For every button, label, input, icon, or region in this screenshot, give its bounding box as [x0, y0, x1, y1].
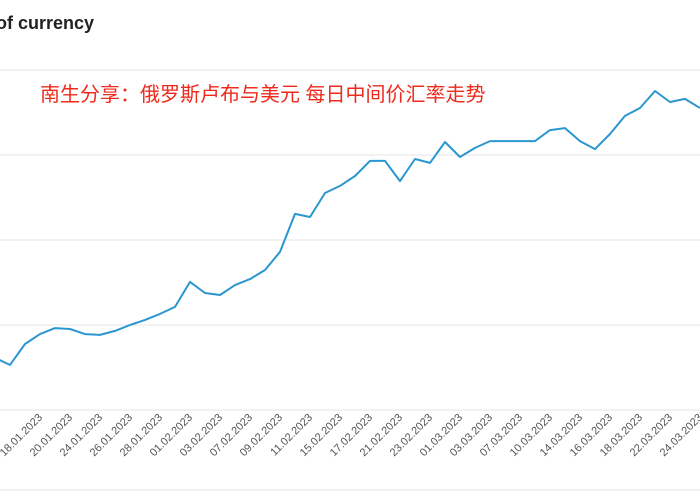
grid [0, 69, 700, 491]
plot: 18.01.202320.01.202324.01.202326.01.2023… [0, 90, 700, 459]
data-line [0, 90, 700, 366]
chart-title: of currency [0, 13, 94, 33]
annotation: 南生分享：俄罗斯卢布与美元 每日中间价汇率走势 [40, 83, 486, 106]
